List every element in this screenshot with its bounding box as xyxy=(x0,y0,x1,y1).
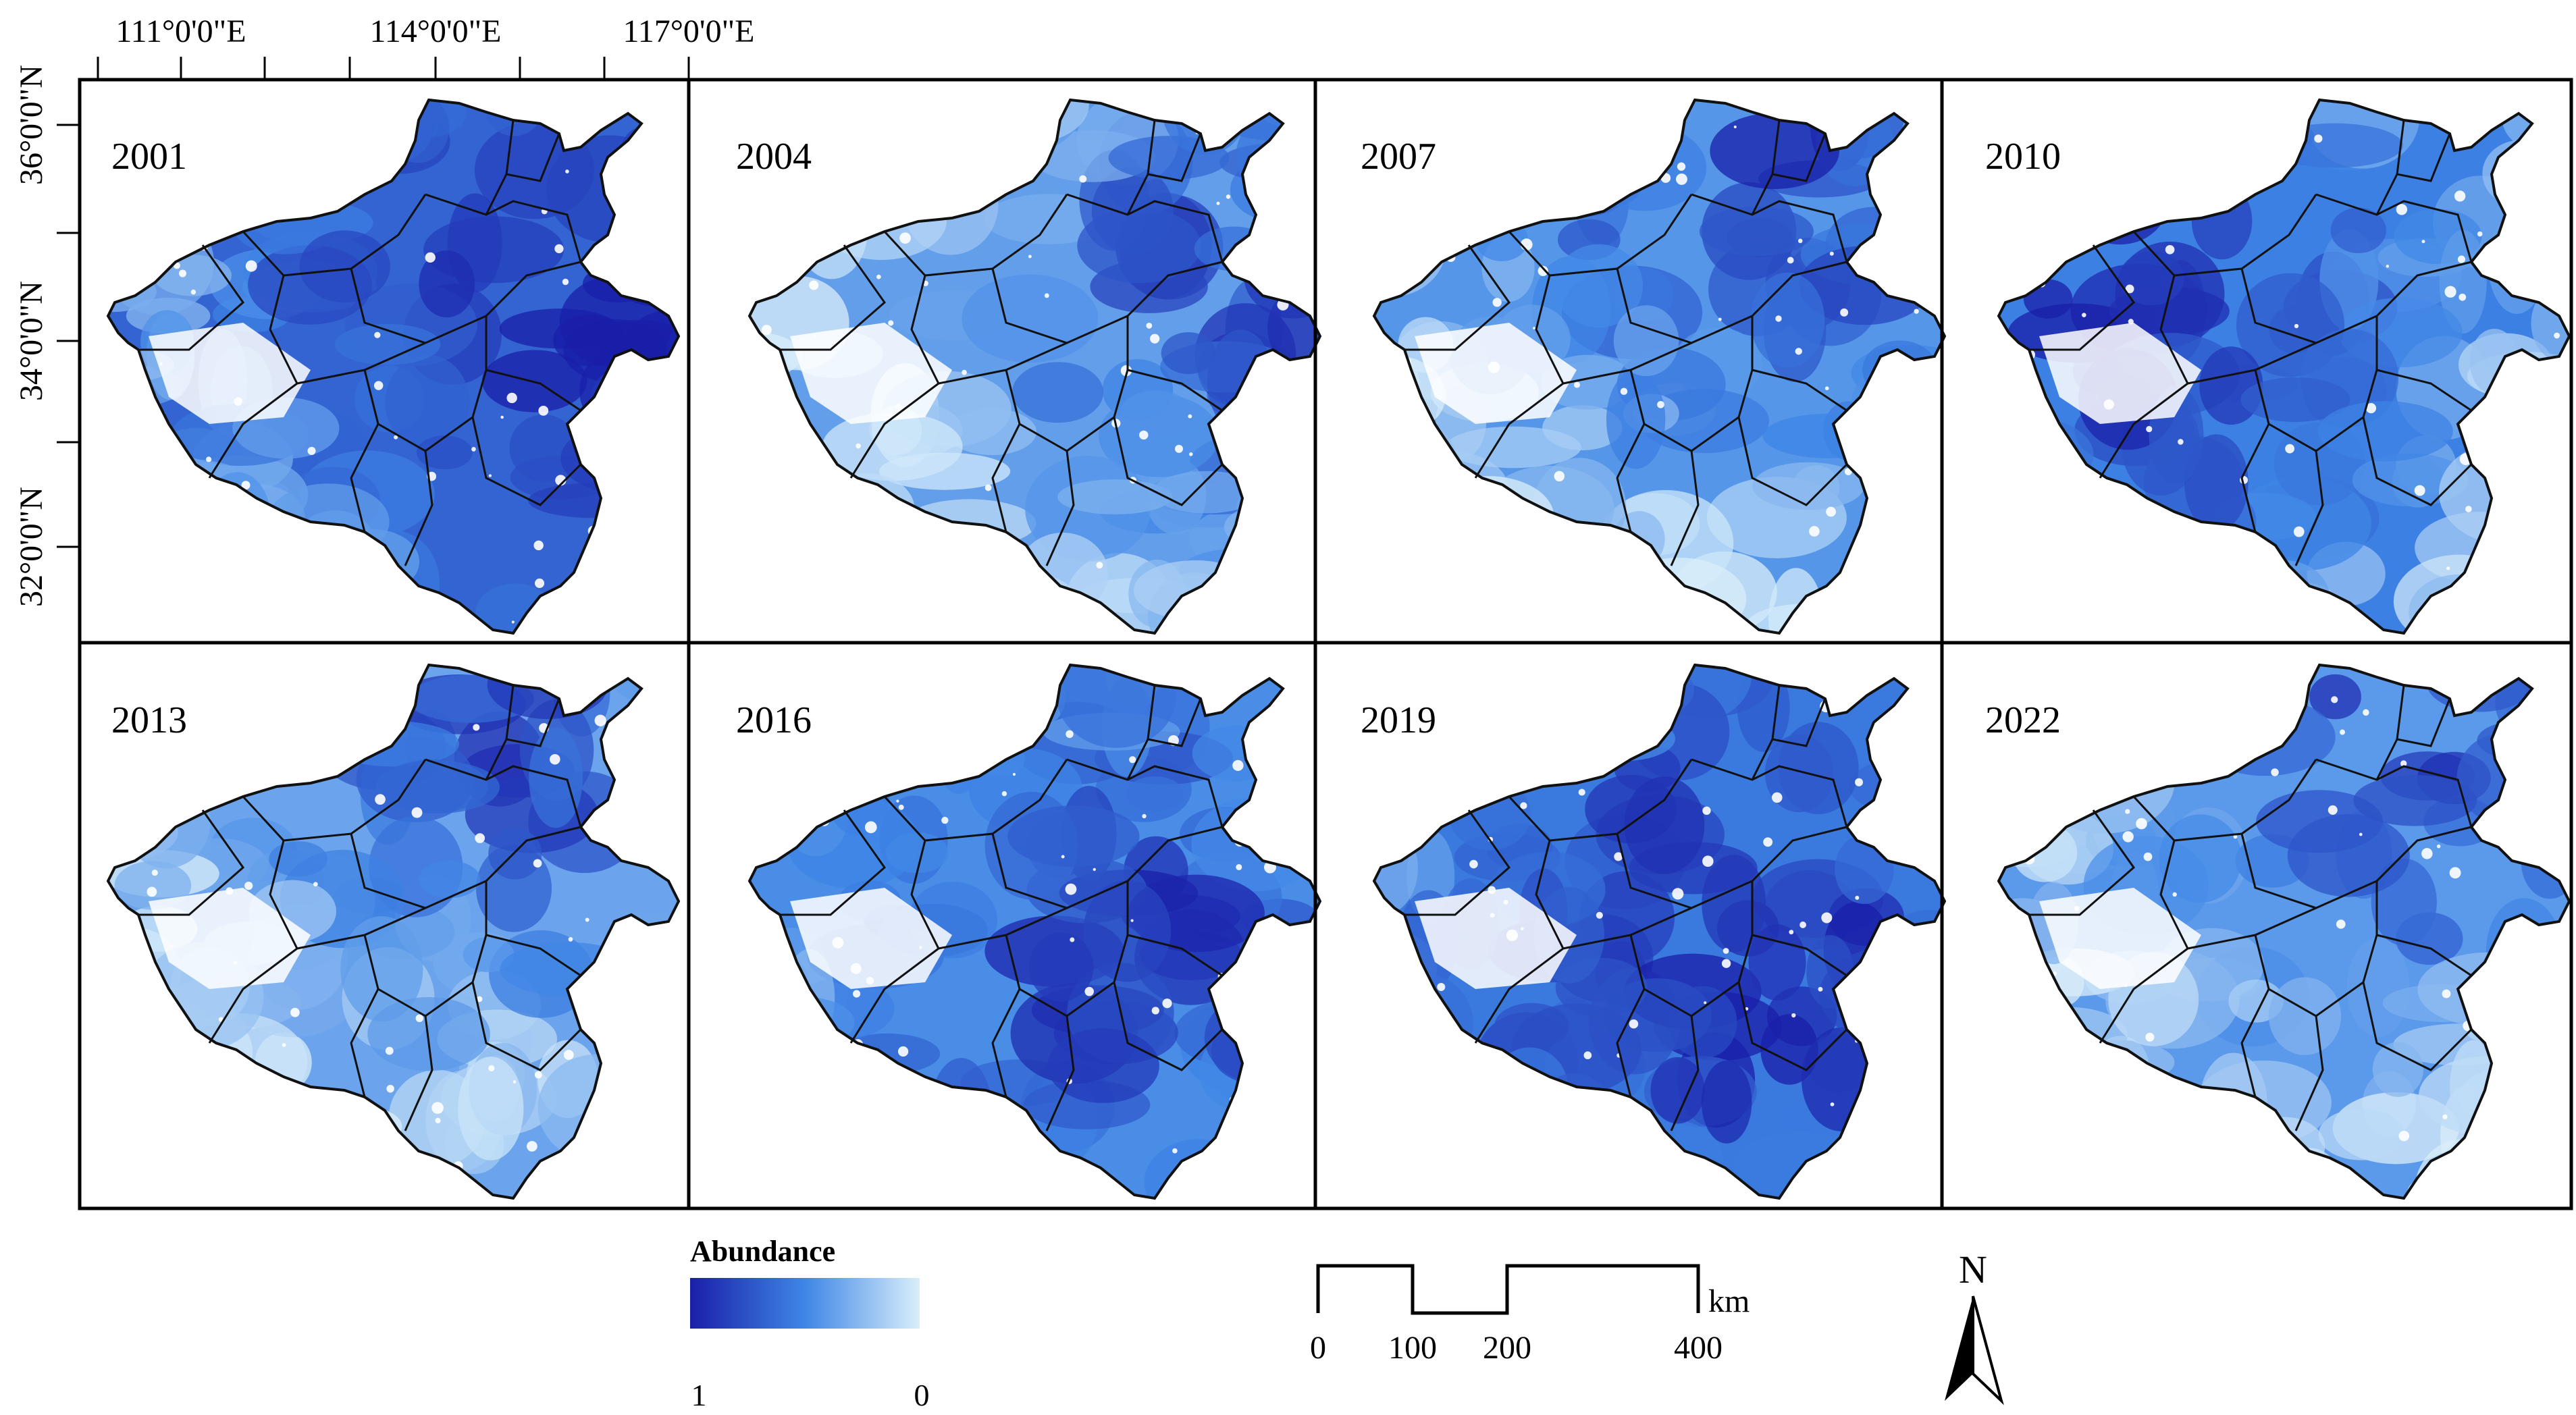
panel-year-label: 2010 xyxy=(1985,136,2061,178)
panel-year-label: 2019 xyxy=(1361,699,1436,741)
scale-bar-line xyxy=(1318,1266,1698,1313)
scale-unit: km xyxy=(1708,1283,1750,1319)
legend-max-label: 0 xyxy=(914,1378,930,1412)
lon-label-114: 114°0'0"E xyxy=(370,14,502,49)
lon-label-117: 117°0'0"E xyxy=(623,14,755,49)
map-figure: 111°0'0"E 114°0'0"E 117°0'0"E 36°0'0"N 3… xyxy=(0,0,2576,1415)
map-panel-2019 xyxy=(1345,626,1990,1230)
lat-label-36: 36°0'0"N xyxy=(14,65,49,185)
panel-year-label: 2007 xyxy=(1361,136,1436,178)
lon-label-111: 111°0'0"E xyxy=(115,14,246,49)
scale-label-0: 0 xyxy=(1310,1330,1326,1366)
scale-bar: 0 100 200 400 km xyxy=(1310,1266,1750,1366)
north-arrow-icon: N xyxy=(1945,1248,2001,1401)
scale-label-400: 400 xyxy=(1674,1330,1723,1366)
panel-year-label: 2013 xyxy=(111,699,187,741)
scale-label-200: 200 xyxy=(1483,1330,1531,1366)
legend-color-ramp xyxy=(690,1278,920,1329)
panel-year-label: 2004 xyxy=(736,136,812,178)
lat-label-34: 34°0'0"N xyxy=(14,281,49,401)
north-label: N xyxy=(1959,1248,1987,1291)
legend-title: Abundance xyxy=(690,1235,835,1268)
map-panels: 2001 2004 2007 2010 2013 2016 2019 2022 xyxy=(48,57,2576,1246)
abundance-raster xyxy=(1345,626,1990,1230)
panel-year-label: 2001 xyxy=(111,136,187,178)
scale-label-100: 100 xyxy=(1388,1330,1437,1366)
map-panel-2016 xyxy=(710,622,1386,1233)
abundance-raster xyxy=(710,622,1386,1233)
legend: Abundance 1 0 xyxy=(690,1235,930,1412)
legend-min-label: 1 xyxy=(691,1378,707,1412)
panel-year-label: 2022 xyxy=(1985,699,2061,741)
lat-label-32: 32°0'0"N xyxy=(14,487,49,607)
panel-year-label: 2016 xyxy=(736,699,812,741)
